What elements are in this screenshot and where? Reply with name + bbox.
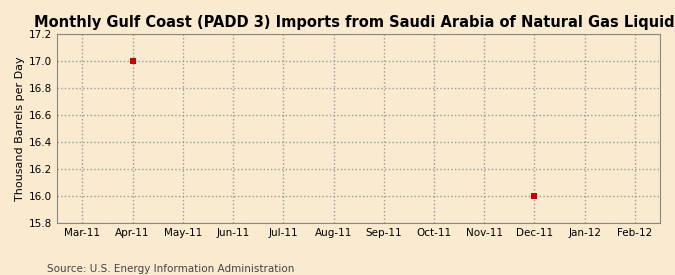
Title: Monthly Gulf Coast (PADD 3) Imports from Saudi Arabia of Natural Gas Liquids: Monthly Gulf Coast (PADD 3) Imports from…	[34, 15, 675, 30]
Text: Source: U.S. Energy Information Administration: Source: U.S. Energy Information Administ…	[47, 264, 294, 274]
Y-axis label: Thousand Barrels per Day: Thousand Barrels per Day	[15, 56, 25, 201]
